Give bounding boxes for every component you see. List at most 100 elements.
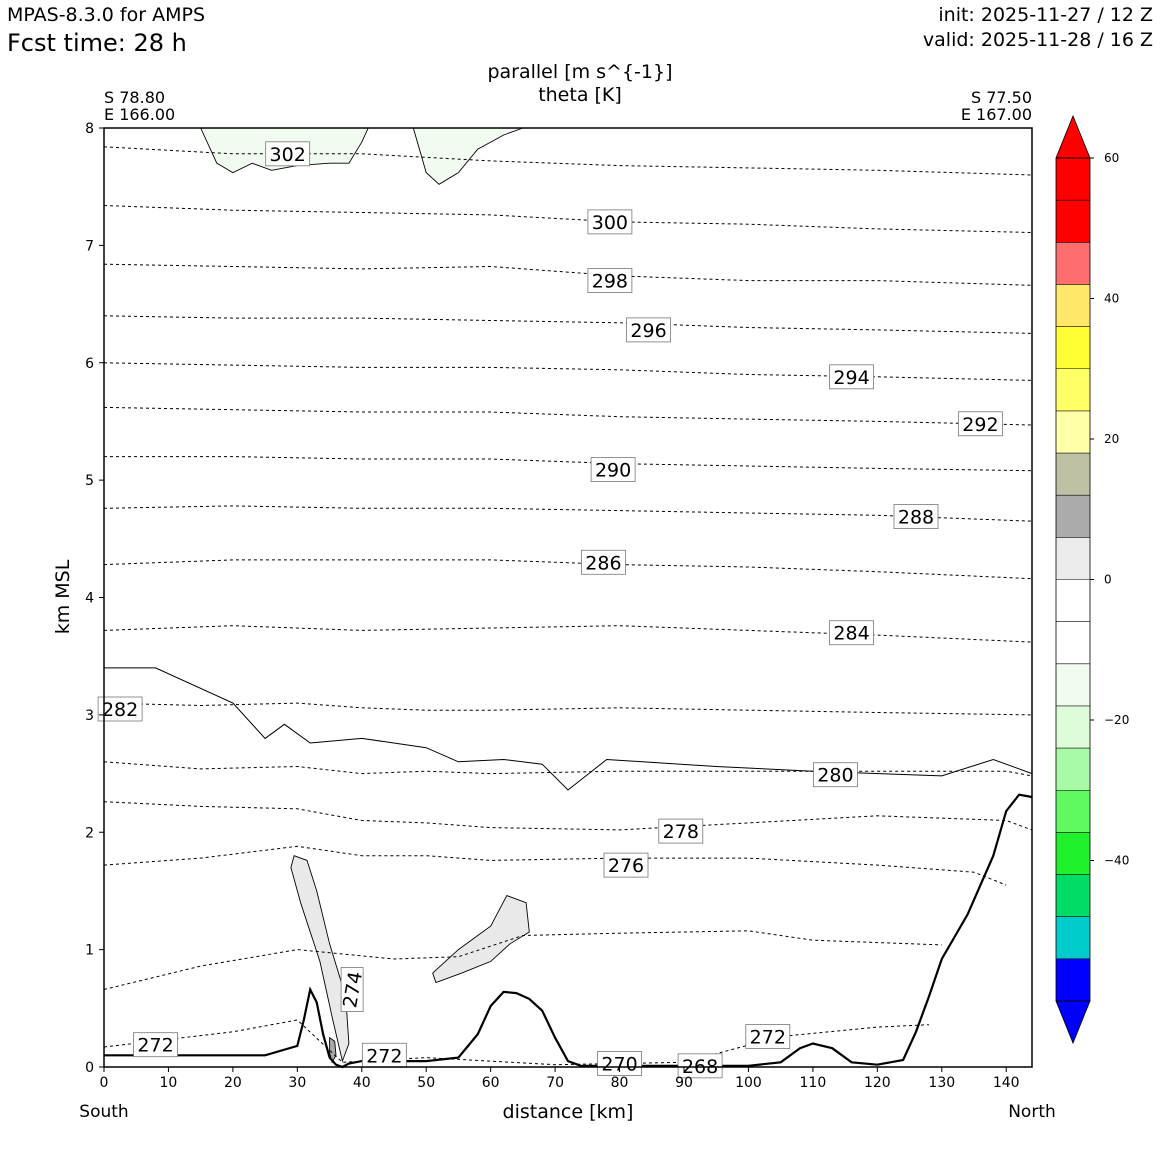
theta-label-284-10: 284: [829, 620, 874, 646]
y-tick-label-6: 6: [85, 356, 94, 372]
theta-label-282-11: 282: [97, 696, 143, 722]
theta-label-272-18: 272: [745, 1024, 791, 1049]
colorbar-segment-9: [1056, 621, 1090, 664]
colorbar-extend-max: [1055, 114, 1091, 159]
y-tick-label-2: 2: [85, 825, 94, 841]
theta-isoline-298: [103, 263, 1033, 286]
x-tick-label-50: 50: [417, 1075, 435, 1091]
theta-label-286-9: 286: [581, 549, 626, 575]
y-tick-label-5: 5: [85, 473, 94, 489]
x-tick-label-100: 100: [735, 1075, 762, 1091]
x-tick-label-10: 10: [160, 1075, 178, 1091]
colorbar-segment-16: [1056, 326, 1090, 369]
colorbar-segment-15: [1056, 368, 1090, 411]
theta-label-272-16: 272: [133, 1032, 178, 1058]
north-end-label: North: [1008, 1102, 1056, 1122]
svg-text:278: 278: [663, 821, 699, 843]
colorbar-tick-label-40: 40: [1104, 292, 1119, 306]
chart-title-wind: parallel [m s^{-1}]: [487, 61, 672, 83]
x-tick-label-140: 140: [993, 1075, 1020, 1091]
theta-isoline-296: [103, 315, 1033, 334]
colorbar-tick-label-20: 20: [1104, 432, 1119, 446]
colorbar-segment-13: [1056, 453, 1090, 496]
theta-isoline-272: [103, 1019, 929, 1066]
svg-text:296: 296: [630, 320, 666, 342]
model-title: MPAS-8.3.0 for AMPS: [7, 4, 206, 26]
x-axis-label: distance [km]: [503, 1101, 634, 1123]
y-tick-label-0: 0: [85, 1060, 94, 1076]
svg-text:272: 272: [366, 1045, 402, 1067]
svg-text:294: 294: [833, 367, 869, 389]
colorbar-tick-label-60: 60: [1104, 151, 1119, 165]
theta-label-298-3: 298: [587, 268, 633, 293]
svg-text:276: 276: [608, 855, 644, 877]
wind-shaded-region-5: [412, 127, 524, 185]
colorbar-extend-min: [1055, 1000, 1091, 1045]
theta-label-302-1: 302: [265, 141, 311, 167]
colorbar-segment-17: [1056, 284, 1090, 327]
wind-shaded-region-3: [329, 1036, 337, 1064]
start-lat-label: S 78.80: [104, 88, 165, 107]
theta-isoline-284: [103, 625, 1033, 643]
theta-label-278-13: 278: [658, 818, 704, 844]
theta-label-296-4: 296: [626, 317, 671, 343]
y-tick-label-8: 8: [85, 121, 94, 137]
colorbar-segment-11: [1056, 537, 1090, 580]
colorbar-segment-18: [1056, 242, 1090, 285]
chart-title-theta: theta [K]: [538, 84, 622, 106]
theta-label-300-2: 300: [587, 209, 633, 235]
svg-text:272: 272: [137, 1035, 173, 1057]
terrain-line: [104, 793, 1033, 1069]
colorbar-tick-label--20: −20: [1104, 713, 1129, 727]
theta-label-274-15: 274: [339, 967, 367, 1012]
theta-isoline-278: [103, 801, 1033, 831]
plot-frame: [103, 127, 1033, 1068]
x-tick-label-120: 120: [864, 1075, 891, 1091]
theta-isoline-300: [103, 205, 1033, 233]
colorbar-tick-label--40: −40: [1104, 854, 1129, 868]
svg-text:282: 282: [102, 699, 138, 721]
y-axis-label: km MSL: [52, 559, 74, 634]
svg-text:284: 284: [833, 623, 869, 645]
theta-isoline-286: [103, 559, 1033, 580]
colorbar-segment-14: [1056, 410, 1090, 454]
x-tick-label-60: 60: [482, 1075, 500, 1091]
forecast-time: Fcst time: 28 h: [7, 29, 187, 57]
y-tick-label-7: 7: [85, 238, 94, 254]
colorbar-segment-19: [1056, 200, 1090, 243]
colorbar-segment-12: [1056, 495, 1090, 538]
theta-isoline-290: [104, 456, 1033, 472]
colorbar-segment-6: [1056, 748, 1090, 791]
x-tick-label-80: 80: [611, 1075, 629, 1091]
x-tick-label-30: 30: [288, 1075, 306, 1091]
colorbar-segment-8: [1056, 663, 1090, 706]
end-lon-label: E 167.00: [961, 105, 1032, 124]
theta-isoline-274: [103, 930, 942, 990]
theta-label-276-14: 276: [603, 852, 649, 878]
theta-label-290-7: 290: [590, 457, 636, 482]
colorbar-segment-20: [1056, 158, 1090, 201]
theta-isoline-288: [103, 505, 1033, 522]
theta-isoline-292: [103, 406, 1033, 426]
colorbar: 60 40 20 0 −20 −40: [1055, 114, 1129, 1045]
theta-isoline-294: [103, 362, 1033, 381]
theta-label-292-6: 292: [958, 411, 1003, 437]
x-tick-label-90: 90: [675, 1075, 693, 1091]
x-tick-label-0: 0: [100, 1075, 109, 1091]
theta-isoline-280: [103, 761, 1033, 777]
y-axis: 0 1 2 3 4 5 6 7 8: [85, 121, 104, 1076]
x-tick-label-110: 110: [800, 1075, 827, 1091]
svg-text:270: 270: [601, 1053, 637, 1075]
colorbar-segment-1: [1056, 958, 1090, 1001]
y-tick-label-1: 1: [85, 943, 94, 959]
south-end-label: South: [79, 1102, 128, 1122]
colorbar-segment-7: [1056, 705, 1090, 749]
x-axis: 0 10 20 30 40 50 60 70 80 90 100 110 120 130 140: [100, 1067, 1020, 1091]
svg-text:298: 298: [592, 271, 628, 293]
colorbar-segment-3: [1056, 874, 1090, 917]
wind-shaded-region-2: [432, 895, 530, 984]
x-tick-label-130: 130: [928, 1075, 955, 1091]
start-lon-label: E 166.00: [104, 105, 175, 124]
theta-isoline-282: [103, 702, 1033, 716]
